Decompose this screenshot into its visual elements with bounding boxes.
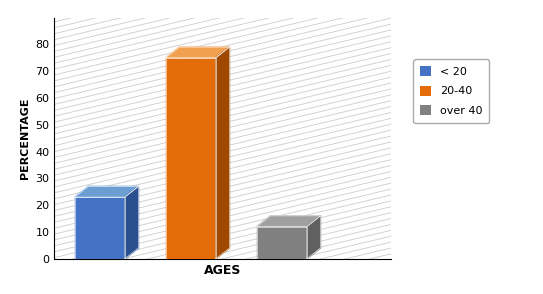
Polygon shape xyxy=(166,47,230,58)
Polygon shape xyxy=(166,58,216,259)
Legend: < 20, 20-40, over 40: < 20, 20-40, over 40 xyxy=(413,59,489,123)
Polygon shape xyxy=(216,47,230,259)
Y-axis label: PERCENTAGE: PERCENTAGE xyxy=(20,97,30,179)
Polygon shape xyxy=(125,186,138,259)
X-axis label: AGES: AGES xyxy=(204,264,241,277)
Polygon shape xyxy=(75,197,125,259)
Polygon shape xyxy=(307,216,320,259)
Polygon shape xyxy=(257,216,320,227)
Polygon shape xyxy=(257,227,307,259)
Polygon shape xyxy=(75,186,138,197)
